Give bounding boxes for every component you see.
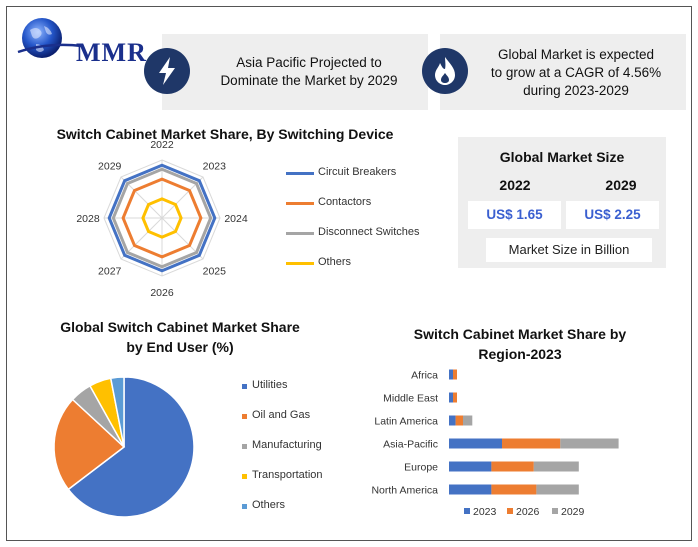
market-size-value-2022: US$ 1.65 — [486, 207, 543, 222]
radar-legend-label: Contactors — [318, 196, 372, 208]
bar-asia-pacific-2023 — [449, 438, 502, 449]
bar-legend-swatch-2029 — [552, 508, 558, 514]
radar-series-others — [141, 197, 183, 239]
radar-series-circuit-breakers — [107, 163, 217, 273]
bar-europe-2026 — [491, 461, 534, 472]
pie-legend: Utilities Oil and Gas Manufacturing Transpo… — [240, 379, 360, 520]
pie-legend-swatch — [242, 384, 247, 389]
bar-legend-label-2026: 2026 — [516, 506, 540, 518]
flame-icon — [422, 48, 468, 94]
radar-legend-label: Others — [318, 256, 352, 268]
radar-legend-swatch — [286, 232, 314, 235]
radar-legend-label: Disconnect Switches — [318, 226, 420, 238]
radar-axis-label-2025: 2025 — [203, 265, 227, 277]
bar-asia-pacific-2029 — [560, 438, 619, 449]
radar-axis-label-2029: 2029 — [98, 161, 122, 173]
pie-legend-label: Manufacturing — [252, 439, 322, 451]
radar-legend: Circuit Breakers Contactors Disconnect Swi… — [286, 166, 436, 276]
pie-title-line2: by End User (%) — [126, 339, 234, 355]
stacked-bar-chart: Africa Middle East Latin America Asia-Pacif… — [371, 369, 619, 518]
radar-axis-label-2028: 2028 — [76, 213, 100, 225]
radar-legend-swatch — [286, 202, 314, 205]
bar-latin-america-2023 — [449, 415, 456, 426]
bar-legend-swatch-2026 — [507, 508, 513, 514]
bar-north-america-2026 — [491, 484, 537, 495]
pie-legend-label: Utilities — [252, 379, 288, 391]
globe-icon — [17, 18, 83, 58]
bar-legend-label-2029: 2029 — [561, 506, 585, 518]
bar-north-america-2029 — [536, 484, 579, 495]
pie-legend-swatch — [242, 414, 247, 419]
radar-legend-swatch — [286, 172, 314, 175]
market-size-year-2022: 2022 — [499, 177, 531, 193]
radar-chart-title: Switch Cabinet Market Share, By Switchin… — [56, 126, 394, 142]
radar-axis-label-2026: 2026 — [150, 287, 174, 299]
bar-chart-title: Switch Cabinet Market Share by Region-20… — [380, 324, 660, 364]
card2-line1: Global Market is expected — [497, 47, 655, 62]
bar-legend-label-2023: 2023 — [473, 506, 497, 518]
info-card-asia-pacific: Asia Pacific Projected to Dominate the M… — [144, 34, 428, 110]
card1-line1: Asia Pacific Projected to — [236, 55, 382, 70]
bar-europe-2029 — [533, 461, 579, 472]
bar-asia-pacific-2026 — [502, 438, 561, 449]
radar-legend-label: Circuit Breakers — [318, 166, 397, 178]
market-size-year-2029: 2029 — [605, 177, 637, 193]
pie-legend-swatch — [242, 444, 247, 449]
pie-legend-label: Others — [252, 499, 286, 511]
bar-africa-2026 — [453, 369, 457, 380]
market-size-card: Global Market Size 2022 2029 US$ 1.65 US… — [458, 137, 666, 268]
market-size-note: Market Size in Billion — [486, 238, 652, 262]
pie-legend-swatch — [242, 504, 247, 509]
radar-axis-label-2022: 2022 — [150, 139, 174, 151]
bar-category-label-latin-america: Latin America — [374, 416, 438, 428]
radar-series-contactors — [121, 177, 203, 259]
pie-legend-swatch — [242, 474, 247, 479]
lightning-icon — [144, 48, 190, 94]
bar-middle-east-2023 — [449, 392, 453, 403]
card1-line2: Dominate the Market by 2029 — [220, 73, 398, 88]
radar-axis-label-2024: 2024 — [224, 213, 248, 225]
logo-text: MMR — [76, 38, 147, 67]
pie-slice-utilities — [67, 376, 195, 518]
bar-title-line2: Region-2023 — [478, 346, 562, 362]
market-size-value-2029-box: US$ 2.25 — [566, 201, 659, 229]
radar-series-disconnect-switches — [111, 167, 213, 269]
pie-slice-oil-and-gas — [53, 398, 126, 491]
bar-north-america-2023 — [449, 484, 492, 495]
bar-legend-swatch-2023 — [464, 508, 470, 514]
pie-legend-label: Transportation — [252, 469, 323, 481]
radar-axis-label-2027: 2027 — [98, 265, 122, 277]
bar-latin-america-2029 — [463, 415, 473, 426]
bar-latin-america-2026 — [455, 415, 463, 426]
bar-category-label-europe: Europe — [404, 462, 438, 474]
bar-category-label-middle-east: Middle East — [383, 393, 438, 405]
pie-legend-label: Oil and Gas — [252, 409, 311, 421]
market-size-title: Global Market Size — [499, 149, 625, 165]
info-card-cagr: Global Market is expected to grow at a C… — [422, 34, 686, 110]
bar-middle-east-2026 — [453, 392, 457, 403]
bar-category-label-africa: Africa — [411, 370, 438, 382]
bar-category-label-north-america: North America — [371, 485, 438, 497]
card2-line2: to grow at a CAGR of 4.56% — [490, 65, 662, 80]
pie-chart-title: Global Switch Cabinet Market Share by En… — [30, 317, 330, 357]
market-size-value-2022-box: US$ 1.65 — [468, 201, 561, 229]
bar-europe-2023 — [449, 461, 492, 472]
radar-legend-swatch — [286, 262, 314, 265]
card2-line3: during 2023-2029 — [523, 83, 629, 98]
radar-chart: 2022 2023 2024 2025 2026 2027 2028 2029 — [76, 139, 248, 299]
market-size-value-2029: US$ 2.25 — [584, 207, 641, 222]
pie-slice-others — [109, 376, 125, 448]
pie-chart — [53, 376, 195, 518]
bar-title-line1: Switch Cabinet Market Share by — [413, 326, 627, 342]
mmr-logo: MMR — [12, 14, 147, 70]
bar-africa-2023 — [449, 369, 453, 380]
bar-category-label-asia-pacific: Asia-Pacific — [383, 439, 438, 451]
pie-title-line1: Global Switch Cabinet Market Share — [60, 319, 300, 335]
radar-axis-label-2023: 2023 — [203, 161, 227, 173]
